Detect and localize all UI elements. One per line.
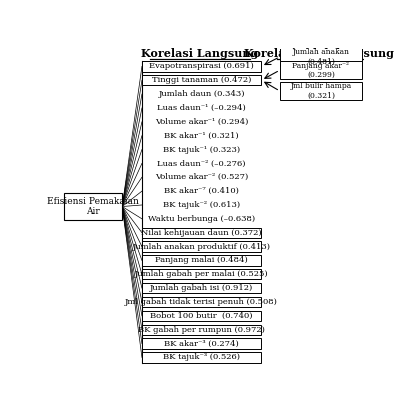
Text: BK tajuk⁻² (0.613): BK tajuk⁻² (0.613) — [163, 201, 240, 209]
FancyBboxPatch shape — [142, 61, 261, 72]
FancyBboxPatch shape — [64, 193, 122, 220]
Text: Volume akar⁻¹ (0.294): Volume akar⁻¹ (0.294) — [155, 118, 248, 126]
FancyBboxPatch shape — [142, 352, 261, 363]
Text: Panjang malai (0.484): Panjang malai (0.484) — [155, 256, 248, 265]
Text: Evapotranspirasi (0.691): Evapotranspirasi (0.691) — [149, 62, 254, 70]
Text: Waktu berbunga (–0.638): Waktu berbunga (–0.638) — [148, 215, 255, 223]
Text: BK akar⁻¹ (0.321): BK akar⁻¹ (0.321) — [164, 132, 239, 140]
FancyBboxPatch shape — [142, 338, 261, 349]
Text: BK tajuk⁻³ (0.526): BK tajuk⁻³ (0.526) — [163, 353, 240, 361]
Text: Volume akar⁻² (0.527): Volume akar⁻² (0.527) — [155, 173, 248, 181]
Text: Jumlah daun (0.343): Jumlah daun (0.343) — [158, 90, 245, 98]
Text: BK akar⁻⁷ (0.410): BK akar⁻⁷ (0.410) — [164, 187, 239, 195]
FancyBboxPatch shape — [142, 283, 261, 293]
FancyBboxPatch shape — [142, 311, 261, 321]
FancyBboxPatch shape — [280, 82, 362, 100]
Text: BK akar⁻³ (0.274): BK akar⁻³ (0.274) — [164, 339, 239, 348]
Text: Luas daun⁻¹ (–0.294): Luas daun⁻¹ (–0.294) — [157, 104, 246, 112]
Text: Efisiensi Pemakaian
Air: Efisiensi Pemakaian Air — [47, 197, 139, 216]
FancyBboxPatch shape — [280, 61, 362, 79]
FancyBboxPatch shape — [142, 325, 261, 335]
Text: Korelasi tidak langsung: Korelasi tidak langsung — [244, 48, 394, 59]
Text: Jml gabah tidak terisi penuh (0.508): Jml gabah tidak terisi penuh (0.508) — [125, 298, 278, 306]
Text: Korelasi Langsung: Korelasi Langsung — [141, 48, 258, 59]
FancyBboxPatch shape — [142, 255, 261, 266]
Text: Panjang akar⁻²
(0.299): Panjang akar⁻² (0.299) — [292, 61, 349, 79]
Text: Tinggi tanaman (0.472): Tinggi tanaman (0.472) — [152, 76, 251, 84]
Text: Jml bulir hampa
(0.321): Jml bulir hampa (0.321) — [290, 82, 351, 100]
Text: BK tajuk⁻¹ (0.323): BK tajuk⁻¹ (0.323) — [163, 145, 240, 154]
FancyBboxPatch shape — [142, 227, 261, 238]
Text: BK gabah per rumpun (0.972): BK gabah per rumpun (0.972) — [138, 326, 265, 334]
Text: Nilai kehijauan daun (0.372): Nilai kehijauan daun (0.372) — [141, 229, 262, 237]
FancyBboxPatch shape — [142, 269, 261, 279]
Text: Jumlah gabah isi (0.912): Jumlah gabah isi (0.912) — [150, 284, 253, 292]
FancyBboxPatch shape — [142, 241, 261, 252]
FancyBboxPatch shape — [280, 48, 362, 66]
Text: Jumlah anakan produktif (0.413): Jumlah anakan produktif (0.413) — [133, 243, 271, 250]
Text: Luas daun⁻² (–0.276): Luas daun⁻² (–0.276) — [158, 159, 246, 167]
FancyBboxPatch shape — [142, 297, 261, 307]
FancyBboxPatch shape — [142, 75, 261, 85]
Text: Bobot 100 butir  (0.740): Bobot 100 butir (0.740) — [150, 312, 253, 320]
Text: Jumlah anakan
(0.481): Jumlah anakan (0.481) — [292, 48, 349, 66]
Text: Jumlah gabah per malai (0.525): Jumlah gabah per malai (0.525) — [135, 270, 268, 278]
